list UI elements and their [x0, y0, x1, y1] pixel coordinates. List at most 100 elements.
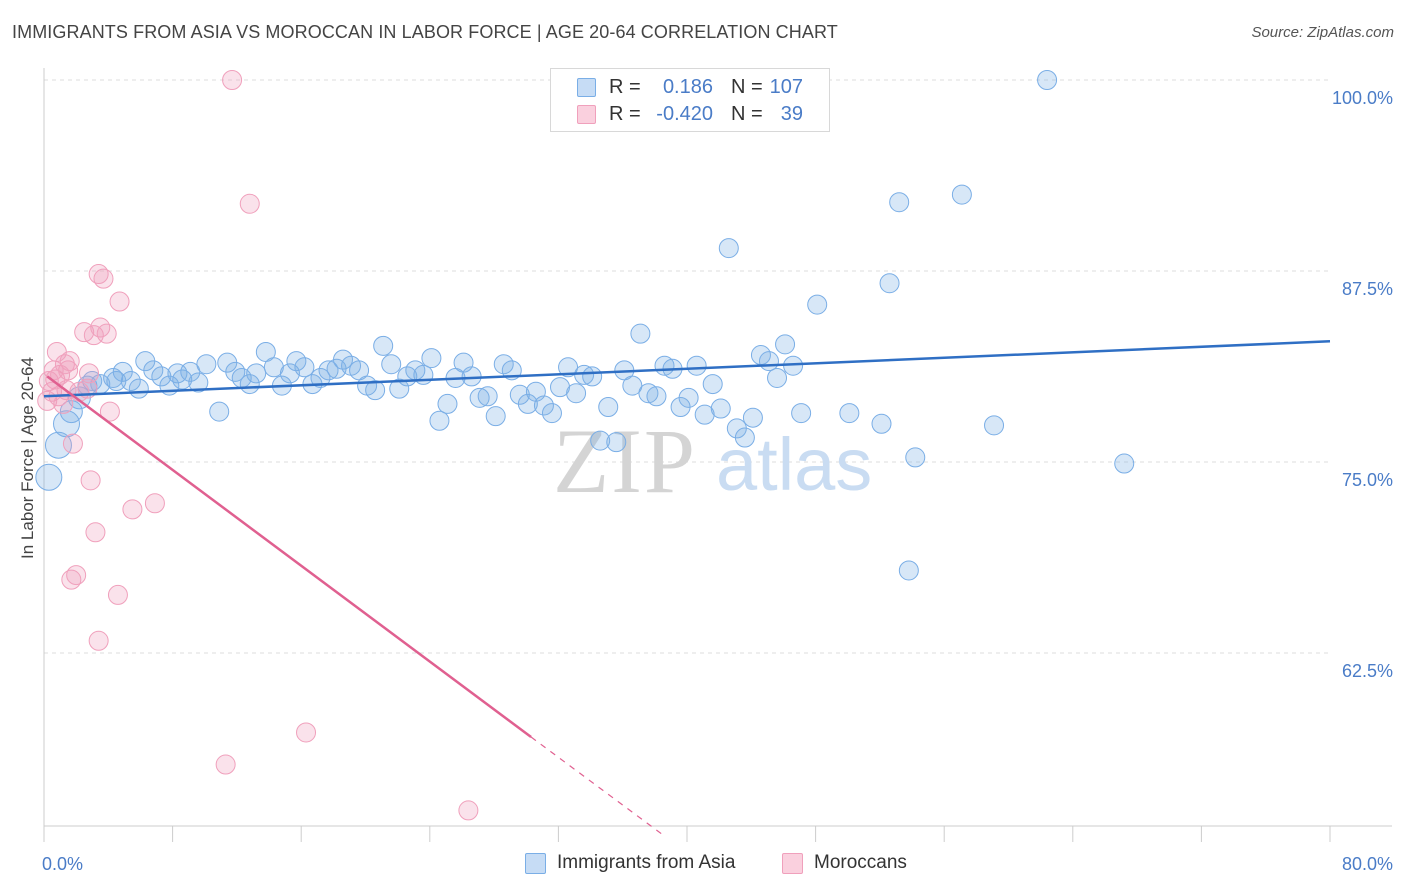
series-label-moroccans: Moroccans — [814, 852, 907, 873]
series-swatch-moroccans — [782, 853, 803, 874]
data-point — [791, 403, 812, 424]
data-point — [429, 410, 450, 431]
data-point — [702, 374, 723, 395]
data-point — [574, 364, 595, 385]
x-tick-label: 0.0% — [42, 854, 83, 874]
y-tick-label: 87.5% — [1342, 279, 1393, 299]
source-label: Source: ZipAtlas.com — [1251, 24, 1394, 41]
chart-title: IMMIGRANTS FROM ASIA VS MOROCCAN IN LABO… — [12, 22, 838, 42]
data-point — [59, 351, 80, 372]
data-point — [96, 323, 117, 344]
data-point — [758, 351, 779, 372]
data-point — [103, 367, 124, 388]
y-tick-label: 62.5% — [1342, 661, 1393, 681]
data-point — [458, 800, 479, 821]
data-point — [215, 754, 236, 775]
data-point — [381, 354, 402, 375]
data-point — [225, 361, 246, 382]
data-point — [694, 404, 715, 425]
data-point — [318, 360, 339, 381]
data-point — [180, 361, 201, 382]
series-moroccans-points — [37, 70, 479, 821]
data-point — [93, 268, 114, 289]
data-point — [120, 371, 141, 392]
trend-line-moroccans — [46, 375, 532, 739]
data-point — [477, 386, 498, 407]
series-label-asia: Immigrants from Asia — [557, 852, 736, 873]
y-tick-labels: 62.5% 75.0% 87.5% 100.0% — [1332, 88, 1393, 681]
axes — [43, 68, 1392, 842]
legend-n-value: 107 — [769, 76, 803, 98]
data-point — [263, 357, 284, 378]
data-point — [128, 378, 149, 399]
data-point — [566, 383, 587, 404]
data-point — [469, 387, 490, 408]
x-tick-label: 80.0% — [1342, 854, 1393, 874]
data-point — [107, 584, 128, 605]
legend-r-label: R = — [609, 76, 641, 98]
data-point — [550, 377, 571, 398]
data-point — [188, 372, 209, 393]
data-point — [541, 403, 562, 424]
data-point — [742, 407, 763, 428]
data-point — [686, 355, 707, 376]
data-point — [66, 565, 87, 586]
trend-line-moroccans-extension — [530, 736, 664, 836]
data-point — [718, 238, 739, 259]
x-tick-labels: 0.0% 80.0% — [42, 854, 1393, 874]
y-tick-label: 75.0% — [1342, 470, 1393, 490]
data-point — [296, 722, 317, 743]
data-point — [85, 522, 106, 543]
data-point — [582, 366, 603, 387]
data-point — [80, 470, 101, 491]
data-point — [871, 413, 892, 434]
legend-row-asia: R = 0.186 N = 107 — [551, 74, 829, 100]
data-point — [638, 383, 659, 404]
legend-r-label: R = — [609, 103, 641, 125]
data-point — [678, 387, 699, 408]
legend-n-value: 39 — [780, 103, 803, 125]
data-point — [951, 184, 972, 205]
data-point — [88, 630, 109, 651]
data-point — [144, 493, 165, 514]
data-point — [734, 427, 755, 448]
data-point — [437, 393, 458, 414]
data-point — [196, 354, 217, 375]
data-point — [710, 398, 731, 419]
legend-n-label: N = — [731, 76, 763, 98]
data-point — [35, 463, 63, 491]
data-point — [517, 393, 538, 414]
data-point — [558, 357, 579, 378]
data-point — [389, 378, 410, 399]
data-point — [485, 406, 506, 427]
legend-n-label: N = — [731, 103, 763, 125]
data-point — [90, 317, 111, 338]
data-point — [222, 70, 243, 90]
data-point — [889, 192, 910, 213]
data-point — [646, 386, 667, 407]
data-point — [109, 291, 130, 312]
series-swatch-asia — [525, 853, 546, 874]
data-point — [598, 396, 619, 417]
data-point — [898, 560, 919, 581]
y-tick-label: 100.0% — [1332, 88, 1393, 108]
data-point — [1037, 70, 1058, 90]
data-point — [839, 403, 860, 424]
legend-r-value: 0.186 — [662, 76, 713, 98]
data-point — [239, 193, 260, 214]
y-axis-label: In Labor Force | Age 20-64 — [18, 357, 37, 559]
data-point — [294, 357, 315, 378]
data-point — [630, 323, 651, 344]
data-point — [365, 380, 386, 401]
data-point — [79, 363, 100, 384]
legend-r-value: -0.420 — [656, 103, 713, 125]
data-point — [493, 354, 514, 375]
data-point — [590, 430, 611, 451]
data-point — [807, 294, 828, 315]
data-point — [286, 351, 307, 372]
legend-row-moroccans: R = -0.420 N = 39 — [551, 101, 829, 127]
data-point — [606, 432, 627, 453]
data-point — [461, 366, 482, 387]
data-point — [1114, 453, 1135, 474]
